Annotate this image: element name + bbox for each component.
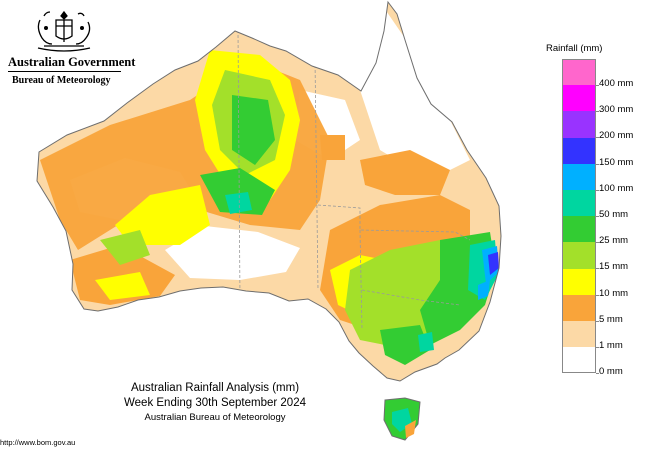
dry-zone — [360, 2, 470, 180]
legend-swatch — [562, 268, 596, 295]
legend-row: 5 mm — [562, 294, 656, 325]
legend-row: 300 mm — [562, 85, 656, 115]
rainfall-legend: 400 mm 300 mm 200 mm 150 mm 100 mm 50 mm 25 mm… — [562, 59, 656, 377]
rain-100mm — [478, 280, 490, 300]
legend-row: 1 mm — [562, 320, 656, 351]
legend-row: 150 mm — [562, 137, 656, 168]
rain-5mm — [70, 245, 175, 305]
caption-period: Week Ending 30th September 2024 — [124, 397, 306, 409]
legend-label: 1 mm — [599, 339, 623, 351]
header-divider — [8, 71, 121, 72]
legend-swatch — [562, 294, 596, 321]
rain-50mm — [225, 192, 252, 214]
rain-10mm — [115, 185, 210, 245]
rain-15mm — [100, 230, 150, 265]
legend-title: Rainfall (mm) — [546, 43, 603, 54]
legend-swatch — [562, 111, 596, 138]
header: Australian Government Bureau of Meteorol… — [0, 0, 135, 95]
rain-25mm — [200, 168, 275, 215]
legend-swatch — [562, 59, 596, 86]
legend-tick — [596, 163, 599, 165]
legend-tick — [596, 320, 599, 322]
legend-swatch — [562, 137, 596, 164]
legend-swatch — [562, 216, 596, 243]
dry-zone — [165, 226, 300, 280]
legend-tick — [596, 85, 599, 86]
legend-swatch — [562, 242, 596, 269]
legend-tick — [596, 215, 599, 217]
legend-swatch — [562, 163, 596, 190]
source-link[interactable]: http://www.bom.gov.au — [0, 438, 76, 447]
legend-row: 100 mm — [562, 163, 656, 194]
rain-25mm — [232, 95, 275, 165]
legend-row: 400 mm — [562, 59, 656, 89]
legend-swatch — [562, 85, 596, 112]
caption-title: Australian Rainfall Analysis (mm) — [130, 382, 300, 394]
legend-tick — [596, 137, 599, 139]
coat-of-arms-icon — [37, 10, 91, 52]
legend-label: 10 mm — [599, 287, 629, 299]
legend-label: 100 mm — [599, 182, 634, 194]
map-caption: Australian Rainfall Analysis (mm) Week E… — [90, 381, 340, 424]
legend-swatch — [562, 189, 596, 217]
legend-tick — [596, 294, 599, 296]
legend-label: 0 mm — [599, 366, 623, 378]
legend-tick — [596, 268, 599, 270]
legend-label: 50 mm — [599, 208, 629, 220]
legend-tick — [596, 346, 599, 348]
legend-label: 5 mm — [599, 313, 623, 325]
legend-row: 50 mm — [562, 189, 656, 220]
legend-label: 200 mm — [599, 130, 634, 142]
legend-tick — [596, 189, 599, 191]
legend-label: 300 mm — [599, 104, 634, 116]
legend-label: 15 mm — [599, 261, 629, 273]
legend-tick — [596, 111, 599, 113]
tasmania — [383, 397, 421, 441]
legend-swatch — [562, 347, 596, 374]
agency-name: Bureau of Meteorology — [12, 75, 111, 86]
legend-tick — [596, 373, 599, 375]
state-borders — [237, 29, 471, 331]
legend-row: 200 mm — [562, 111, 656, 141]
government-name: Australian Government — [8, 55, 136, 69]
rain-25mm — [380, 325, 430, 365]
legend-row: 10 mm — [562, 268, 656, 299]
legend-label: 400 mm — [599, 78, 634, 89]
rain-5mm — [320, 135, 345, 160]
rainfall-map — [36, 1, 502, 441]
legend-label: 150 mm — [599, 156, 634, 168]
rain-10mm — [95, 272, 150, 300]
rain-150mm — [488, 252, 499, 275]
legend-swatch — [562, 320, 596, 348]
legend-row: 25 mm — [562, 216, 656, 246]
rain-5mm — [360, 150, 450, 195]
legend-label: 25 mm — [599, 235, 629, 247]
caption-source: Australian Bureau of Meteorology — [144, 412, 286, 423]
legend-tick — [596, 242, 599, 244]
rain-50mm — [418, 332, 434, 352]
legend-row: 0 mm — [562, 347, 656, 377]
legend-row: 15 mm — [562, 242, 656, 272]
